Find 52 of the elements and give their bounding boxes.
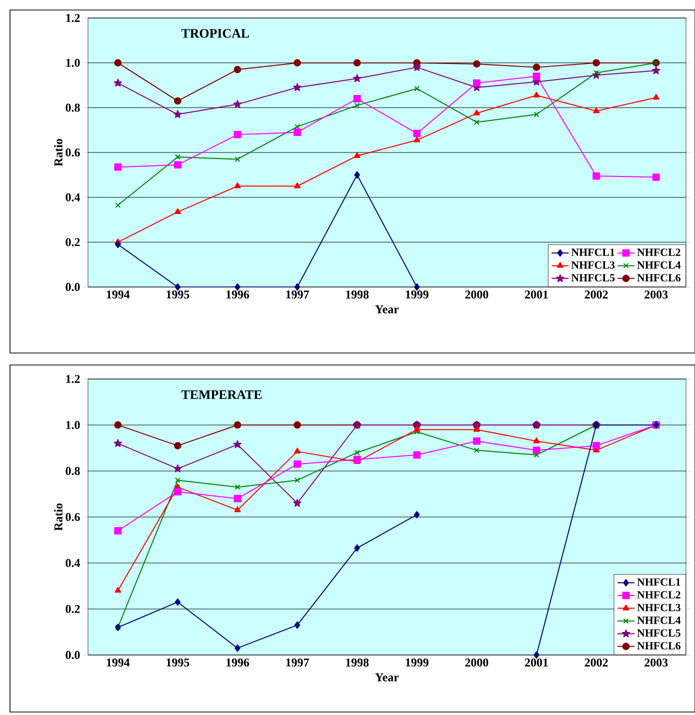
legend-label: NHFCL5 bbox=[636, 629, 680, 637]
x-tick-label: 1996 bbox=[226, 658, 249, 667]
y-tick-label: 1.0 bbox=[66, 420, 80, 430]
legend-label: NHFCL6 bbox=[636, 642, 680, 650]
y-tick-label: 0.6 bbox=[66, 148, 80, 157]
x-tick-label: 1995 bbox=[166, 290, 190, 299]
x-tick-label: 2000 bbox=[465, 658, 488, 667]
x-tick-label: 1999 bbox=[406, 658, 428, 667]
y-tick-label: 1.2 bbox=[66, 374, 80, 384]
legend-label: NHFCL2 bbox=[636, 248, 680, 256]
x-tick-label: 2000 bbox=[465, 290, 488, 299]
y-tick-label: 0.2 bbox=[66, 238, 80, 246]
legend-label: NHFCL4 bbox=[636, 261, 680, 269]
x-tick-label: 1995 bbox=[166, 658, 190, 667]
x-axis-title: Year bbox=[375, 305, 399, 314]
y-tick-label: 0.0 bbox=[66, 282, 80, 292]
x-tick-label: 2003 bbox=[644, 658, 668, 667]
legend-label: NHFCL3 bbox=[636, 604, 680, 612]
y-tick-label: 0.6 bbox=[66, 512, 80, 522]
x-tick-label: 2003 bbox=[644, 290, 668, 299]
legend-label: NHFCL5 bbox=[571, 274, 614, 282]
y-tick-label: 0.2 bbox=[66, 604, 80, 614]
x-tick-label: 2001 bbox=[524, 290, 548, 299]
x-tick-label: 2002 bbox=[584, 290, 608, 299]
x-tick-label: 2002 bbox=[584, 658, 608, 667]
legend-label: NHFCL3 bbox=[571, 261, 614, 269]
y-tick-label: 0.4 bbox=[66, 558, 80, 568]
y-tick-label: 0.0 bbox=[66, 650, 80, 660]
x-tick-label: 1999 bbox=[406, 290, 428, 299]
y-tick-label: 0.4 bbox=[66, 193, 80, 202]
legend-label: NHFCL2 bbox=[636, 591, 680, 598]
y-axis-title: Ratio bbox=[54, 504, 62, 531]
legend-label: NHFCL1 bbox=[636, 578, 680, 586]
legend-label: NHFCL6 bbox=[636, 274, 680, 282]
x-tick-label: 1994 bbox=[106, 658, 130, 667]
x-tick-label: 1997 bbox=[286, 658, 309, 667]
y-tick-label: 0.8 bbox=[66, 104, 80, 112]
x-tick-label: 1996 bbox=[226, 290, 249, 299]
y-axis-title: Ratio bbox=[54, 139, 62, 166]
x-tick-label: 1998 bbox=[346, 290, 368, 299]
x-tick-label: 1994 bbox=[106, 290, 130, 299]
x-tick-label: 1997 bbox=[286, 290, 309, 299]
x-axis-title: Year bbox=[375, 673, 399, 682]
legend-label: NHFCL4 bbox=[636, 616, 680, 624]
text: TROPICAL bbox=[181, 28, 249, 38]
y-tick-label: 1.0 bbox=[66, 58, 80, 67]
x-tick-label: 1998 bbox=[346, 658, 368, 667]
legend-label: NHFCL1 bbox=[571, 248, 614, 256]
x-tick-label: 2001 bbox=[524, 658, 548, 667]
y-tick-label: 1.2 bbox=[66, 14, 80, 22]
text: TEMPERATE bbox=[181, 390, 262, 399]
y-tick-label: 0.8 bbox=[66, 466, 80, 476]
